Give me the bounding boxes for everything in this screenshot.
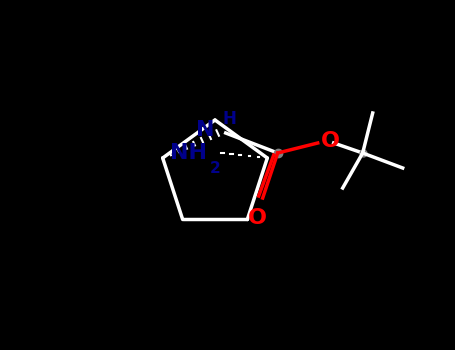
Text: N: N	[196, 120, 215, 140]
Text: H: H	[222, 110, 237, 128]
Text: O: O	[248, 208, 267, 228]
Text: O: O	[321, 131, 340, 151]
Text: NH: NH	[170, 143, 207, 163]
Text: 2: 2	[209, 161, 220, 176]
